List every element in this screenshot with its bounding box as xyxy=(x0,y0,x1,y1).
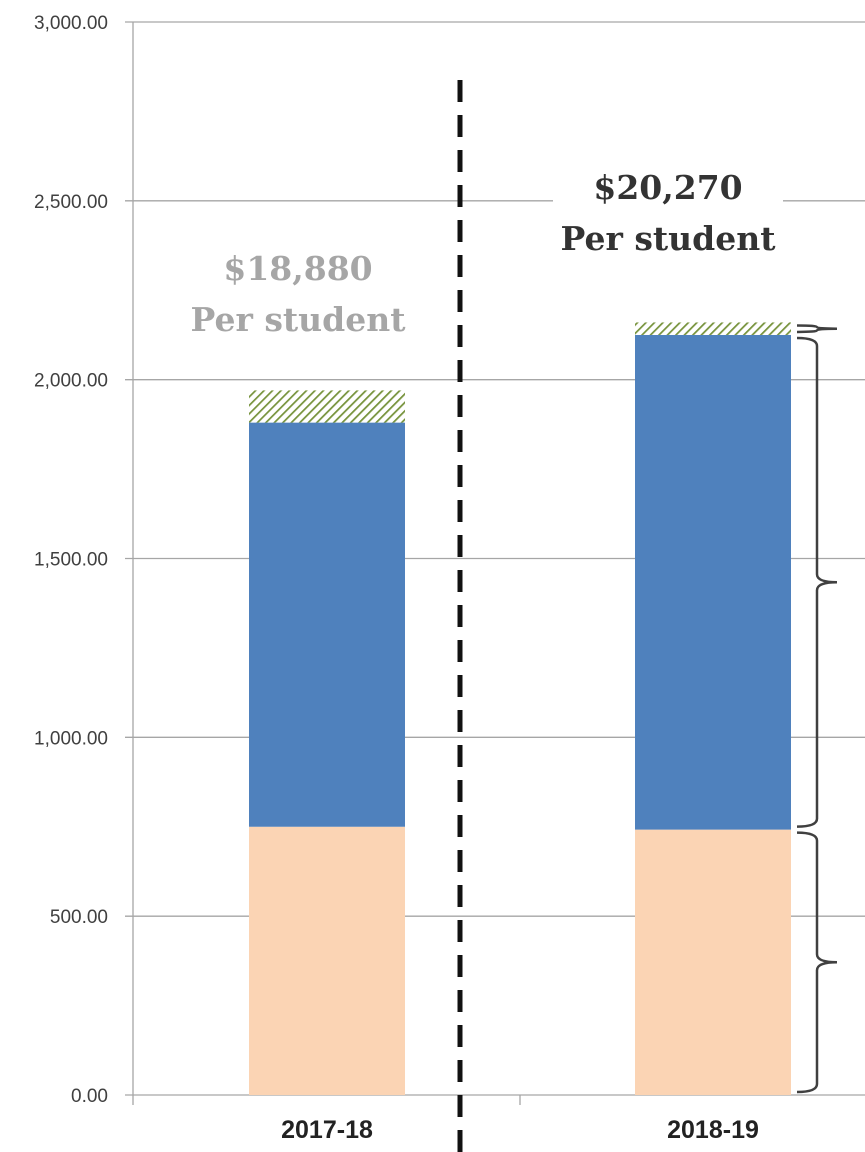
x-category-label: 2018-19 xyxy=(667,1116,759,1144)
bar-segment xyxy=(249,390,405,423)
bar-segment xyxy=(635,334,791,830)
annotation-label: Per student xyxy=(561,219,777,258)
labels: 0.00 500.00 1,000.00 1,500.00 2,000.00 2,500.… xyxy=(34,13,759,1144)
annotation-amount: $20,270 xyxy=(593,168,742,207)
annotations: $18,880 Per student $20,270 Per student xyxy=(183,161,783,342)
bar-segment xyxy=(249,826,405,1095)
annotation-background xyxy=(553,161,783,261)
y-tick-label: 1,000.00 xyxy=(34,728,108,749)
bars xyxy=(249,322,791,1095)
bar-segment xyxy=(635,322,791,335)
y-tick-label: 500.00 xyxy=(50,907,108,928)
annotation-background xyxy=(183,242,413,342)
y-tick-label: 0.00 xyxy=(71,1086,108,1107)
y-tick-label: 2,000.00 xyxy=(34,371,108,392)
braces xyxy=(796,324,838,1094)
curly-brace xyxy=(796,831,838,1094)
bar-segment xyxy=(249,422,405,827)
annotation-amount: $18,880 xyxy=(223,249,372,288)
curly-brace xyxy=(796,336,838,828)
y-tick-label: 2,500.00 xyxy=(34,192,108,213)
annotation-label: Per student xyxy=(191,300,407,339)
y-tick-label: 3,000.00 xyxy=(34,13,108,34)
bar-segment xyxy=(635,829,791,1095)
curly-brace xyxy=(796,324,838,334)
x-category-label: 2017-18 xyxy=(281,1116,373,1144)
y-tick-label: 1,500.00 xyxy=(34,550,108,571)
